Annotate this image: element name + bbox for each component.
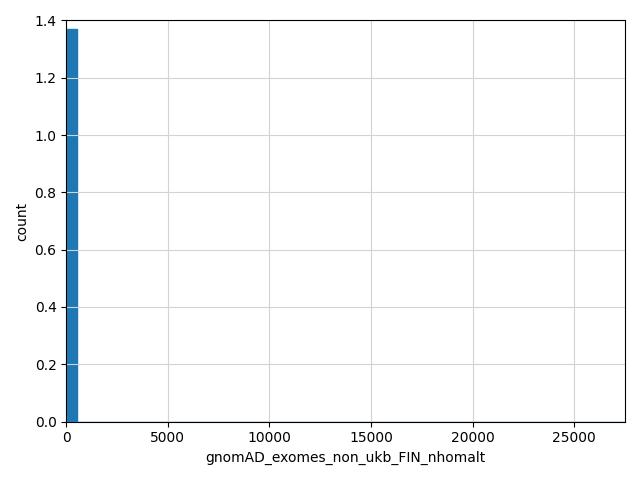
Bar [67, 29, 77, 421]
Y-axis label: count: count [15, 202, 29, 240]
X-axis label: gnomAD_exomes_non_ukb_FIN_nhomalt: gnomAD_exomes_non_ukb_FIN_nhomalt [205, 451, 486, 465]
